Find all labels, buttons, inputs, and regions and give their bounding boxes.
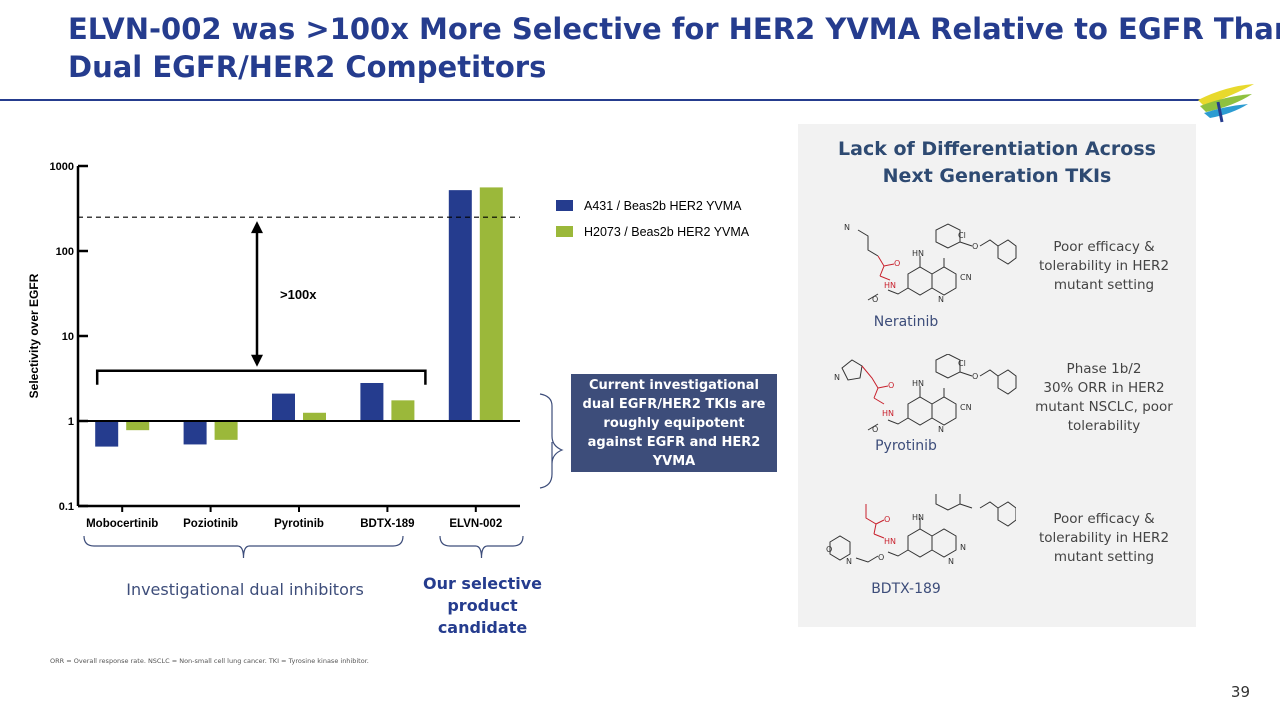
footnote: ORR = Overall response rate. NSCLC = Non…: [50, 657, 369, 665]
investigational-bracket: [95, 369, 427, 385]
neratinib-o-label: O: [972, 242, 978, 251]
bdtx-morpholine-o-label: O: [826, 545, 832, 554]
page-number: 39: [1230, 683, 1250, 701]
pyrotinib-ether-o-label: O: [872, 425, 878, 434]
selective-underbrace: [439, 535, 524, 559]
bdtx-189-structure-icon: O N HN N N O HN O: [826, 494, 1016, 566]
bar-elvn-002-series-1: [479, 187, 503, 421]
x-tick-label-2: Pyrotinib: [274, 518, 324, 530]
neratinib-amide-o-label: O: [894, 259, 900, 268]
title-divider: [0, 99, 1210, 101]
neratinib-amide-hn-label: HN: [884, 281, 896, 290]
neratinib-ring-n-label: N: [938, 295, 944, 304]
pyrotinib-cl-label: Cl: [958, 359, 966, 368]
callout-box: Current investigational dual EGFR/HER2 T…: [571, 374, 777, 472]
bar-elvn-002-series-0: [448, 190, 472, 421]
title-line-2: Dual EGFR/HER2 Competitors: [68, 50, 547, 84]
neratinib-ether-o-label: O: [872, 295, 878, 304]
tki-comparison-panel: Lack of Differentiation Across Next Gene…: [798, 124, 1196, 627]
bdtx-ring-n1-label: N: [960, 543, 966, 552]
bdtx-amide-hn-label: HN: [884, 537, 896, 546]
bdtx-ether-o-label: O: [878, 553, 884, 562]
pyrotinib-ring-n-label: N: [938, 425, 944, 434]
fold-arrow-head-down: [251, 354, 263, 367]
bdtx-hn-label: HN: [912, 513, 924, 522]
pyrotinib-n-label: N: [834, 373, 840, 382]
legend-label-1: H2073 / Beas2b HER2 YVMA: [584, 225, 750, 239]
callout-text: Current investigational dual EGFR/HER2 T…: [582, 377, 766, 469]
neratinib-desc: Poor efficacy & tolerability in HER2 mut…: [1038, 239, 1170, 293]
bar-poziotinib-series-0: [183, 421, 207, 445]
pyrotinib-name: Pyrotinib: [875, 438, 937, 454]
neratinib-n-label: N: [844, 223, 850, 232]
y-tick-label-4: 1000: [50, 161, 74, 173]
neratinib-hn-label: HN: [912, 249, 924, 258]
neratinib-cl-label: Cl: [958, 231, 966, 240]
neratinib-cn-label: CN: [960, 273, 972, 282]
panel-title: Lack of Differentiation Across Next Gene…: [798, 136, 1196, 190]
bar-mobocertinib-series-1: [126, 421, 150, 431]
bdtx-amide-o-label: O: [884, 515, 890, 524]
legend-label-0: A431 / Beas2b HER2 YVMA: [584, 199, 742, 213]
x-tick-label-0: Mobocertinib: [86, 518, 158, 530]
pyrotinib-o-label: O: [972, 372, 978, 381]
x-tick-label-1: Poziotinib: [183, 518, 238, 530]
y-tick-label-0: 0.1: [59, 501, 74, 513]
bar-bdtx-189-series-1: [391, 400, 415, 421]
x-tick-label-3: BDTX-189: [360, 518, 414, 530]
bar-pyrotinib-series-0: [272, 393, 295, 421]
bdtx-189-desc: Poor efficacy & tolerability in HER2 mut…: [1038, 511, 1170, 565]
pyrotinib-hn-label: HN: [912, 379, 924, 388]
company-logo-icon: [1198, 84, 1254, 123]
y-tick-label-2: 10: [62, 331, 74, 343]
y-tick-label-3: 100: [56, 246, 74, 258]
neratinib-name: Neratinib: [873, 314, 939, 330]
y-tick-label-1: 1: [68, 416, 74, 428]
pyrotinib-structure-icon: N HN Cl O CN N O HN O: [834, 354, 1017, 434]
investigational-underbrace: [83, 535, 404, 559]
fold-arrow-head-up: [251, 221, 263, 234]
bdtx-189-name: BDTX-189: [871, 581, 941, 597]
neratinib-structure-icon: N HN Cl O CN N O HN O: [844, 223, 1017, 304]
legend-swatch-0: [556, 200, 573, 211]
page-title: ELVN-002 was >100x More Selective for HE…: [68, 10, 1280, 86]
investigational-group-label: Investigational dual inhibitors: [126, 580, 364, 599]
pyrotinib-amide-o-label: O: [888, 381, 894, 390]
panel-title-line-2: Next Generation TKIs: [882, 165, 1112, 187]
y-axis-label: Selectivity over EGFR: [27, 273, 41, 398]
callout-brace: [539, 393, 564, 489]
fold-annotation: >100x: [280, 287, 317, 302]
bar-bdtx-189-series-0: [360, 382, 384, 421]
selective-group-label: Our selective product candidate: [400, 573, 565, 639]
bdtx-morpholine-n-label: N: [846, 557, 852, 566]
bdtx-ring-n2-label: N: [948, 557, 954, 566]
pyrotinib-desc: Phase 1b/2 30% ORR in HER2 mutant NSCLC,…: [1035, 361, 1173, 434]
selective-label-line-1: Our selective: [422, 574, 543, 593]
legend-swatch-1: [556, 226, 573, 237]
pyrotinib-cn-label: CN: [960, 403, 972, 412]
selective-label-line-2: product candidate: [437, 596, 528, 637]
bar-poziotinib-series-1: [214, 421, 238, 440]
x-tick-label-4: ELVN-002: [449, 518, 502, 530]
title-line-1: ELVN-002 was >100x More Selective for HE…: [68, 12, 1280, 46]
bar-pyrotinib-series-1: [303, 412, 326, 421]
bar-mobocertinib-series-0: [95, 421, 119, 447]
selectivity-bar-chart: 0.1 1 10 100 1000 Selectivity over EGFR Moboce…: [27, 161, 750, 559]
pyrotinib-amide-hn-label: HN: [882, 409, 894, 418]
panel-title-line-1: Lack of Differentiation Across: [838, 138, 1156, 160]
